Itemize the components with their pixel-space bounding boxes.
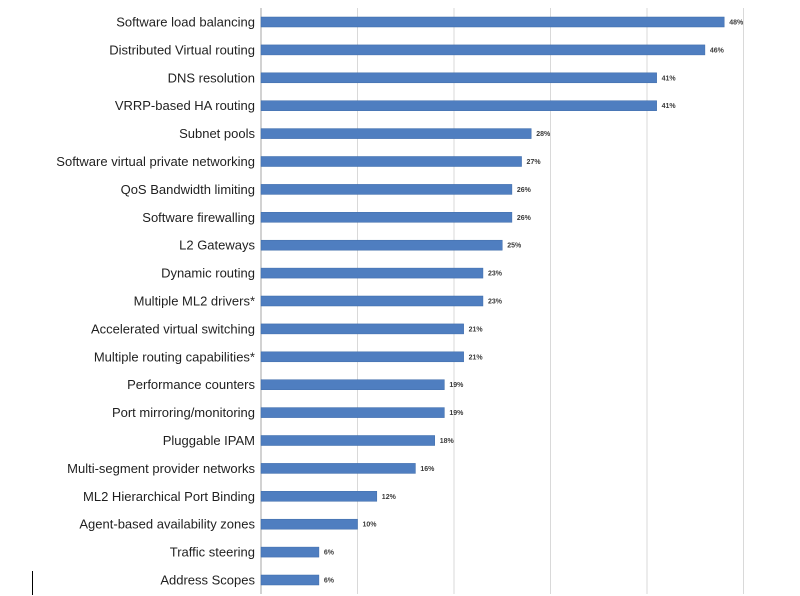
bar [260, 379, 445, 390]
bar [260, 435, 435, 446]
data-label: 21% [469, 326, 484, 333]
category-label: ML2 Hierarchical Port Binding [83, 489, 255, 504]
data-label: 19% [449, 382, 464, 389]
category-label: Performance counters [127, 377, 255, 392]
bar [260, 128, 532, 139]
data-label: 27% [527, 159, 542, 166]
bar [260, 44, 706, 56]
category-label: Software load balancing [116, 15, 255, 30]
bar [260, 574, 320, 586]
data-label: 41% [662, 75, 677, 82]
category-label: Multiple routing capabilities* [94, 349, 255, 364]
bar [260, 100, 657, 111]
category-label: Multiple ML2 drivers* [134, 294, 255, 309]
category-label: Accelerated virtual switching [91, 321, 255, 336]
bar [260, 156, 522, 167]
category-label: L2 Gateways [179, 238, 255, 253]
bar [260, 407, 445, 418]
bar [260, 518, 358, 530]
bar [260, 463, 416, 474]
bar [260, 72, 657, 84]
bar [260, 184, 513, 195]
bar [260, 267, 484, 279]
category-label: Pluggable IPAM [163, 433, 255, 448]
data-label: 21% [469, 354, 484, 361]
bar [260, 323, 464, 335]
bar [260, 239, 503, 251]
category-label: DNS resolution [168, 70, 255, 85]
bar [260, 295, 484, 307]
data-label: 48% [729, 20, 744, 27]
category-label: Dynamic routing [161, 266, 255, 281]
category-label: QoS Bandwidth limiting [121, 182, 255, 197]
data-label: 41% [662, 103, 677, 110]
data-label: 25% [507, 243, 522, 250]
category-label: VRRP-based HA routing [115, 98, 255, 113]
data-label: 26% [517, 187, 532, 194]
category-label: Distributed Virtual routing [109, 42, 255, 57]
data-label: 46% [710, 47, 725, 54]
bar [260, 212, 513, 223]
category-label: Address Scopes [160, 573, 255, 588]
data-label: 16% [420, 466, 435, 473]
category-labels: Software load balancing Distributed Virtu… [56, 15, 255, 588]
category-label: Subnet pools [179, 126, 255, 141]
category-label: Traffic steering [170, 545, 255, 560]
bar [260, 351, 464, 363]
bar [260, 16, 725, 28]
data-label: 26% [517, 215, 532, 222]
data-label: 23% [488, 299, 503, 306]
bar [260, 491, 378, 502]
category-label: Multi-segment provider networks [67, 461, 255, 476]
category-label: Software firewalling [142, 210, 255, 225]
data-label: 6% [324, 550, 335, 557]
category-label: Port mirroring/monitoring [112, 405, 255, 420]
data-label: 6% [324, 578, 335, 585]
category-label: Software virtual private networking [56, 154, 255, 169]
bars [260, 16, 725, 586]
data-label: 19% [449, 410, 464, 417]
data-label: 18% [440, 438, 455, 445]
category-label: Agent-based availability zones [79, 517, 255, 532]
data-labels: 48% 46% 41% 41% 28% 27% 26% 26% 25% 23% 23% 21% 21% 1… [324, 20, 744, 585]
text-cursor [32, 571, 33, 595]
data-label: 28% [536, 131, 551, 138]
data-label: 23% [488, 271, 503, 278]
data-label: 12% [382, 494, 397, 501]
data-label: 10% [363, 522, 378, 529]
bar [260, 546, 320, 558]
